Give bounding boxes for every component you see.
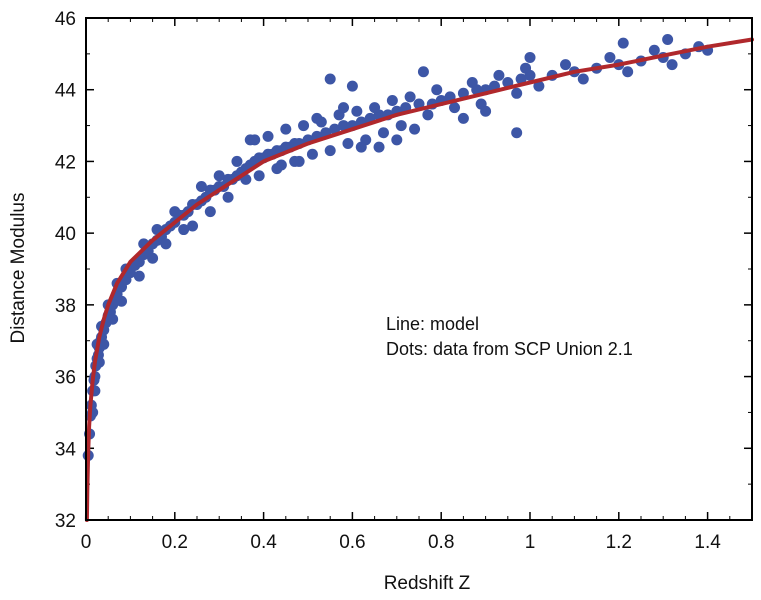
data-point (280, 123, 292, 135)
data-point (329, 123, 341, 135)
data-point (377, 127, 389, 139)
data-point (195, 181, 207, 193)
data-point (422, 109, 434, 121)
data-point (511, 87, 523, 99)
x-tick-label: 0.8 (428, 532, 454, 553)
data-point (391, 134, 403, 146)
data-points (82, 34, 714, 461)
y-axis-ticks: 32 34 36 38 40 42 44 46 (55, 9, 752, 532)
data-point (520, 62, 532, 74)
x-tick-label: 1.4 (694, 532, 721, 553)
x-tick-label: 0 (81, 532, 92, 553)
data-point (369, 102, 381, 114)
x-tick-label: 0.6 (339, 532, 365, 553)
data-point (346, 80, 358, 92)
data-point (355, 141, 367, 153)
data-point (338, 102, 350, 114)
data-point (480, 105, 492, 117)
data-point (231, 155, 243, 167)
data-point (262, 130, 274, 142)
data-point (604, 51, 616, 63)
data-point (666, 59, 678, 71)
data-point (116, 295, 128, 307)
data-point (404, 91, 416, 103)
data-point (511, 127, 523, 139)
data-point (648, 44, 660, 56)
data-point (515, 73, 527, 85)
data-point (306, 148, 318, 160)
data-point (324, 73, 336, 85)
data-point (449, 102, 461, 114)
data-point (204, 206, 216, 218)
annotation-line: Line: model (386, 314, 479, 334)
data-point (524, 51, 536, 63)
data-point (298, 120, 310, 132)
data-point (342, 138, 354, 149)
data-point (338, 120, 350, 132)
data-point (222, 191, 234, 203)
data-point (253, 170, 265, 182)
data-point (213, 170, 225, 182)
data-point (249, 134, 261, 146)
data-point (311, 112, 323, 124)
data-point (373, 141, 385, 153)
y-tick-label: 42 (55, 152, 76, 173)
data-point (187, 220, 199, 232)
y-axis-title: Distance Modulus (8, 192, 29, 343)
x-tick-label: 0.2 (162, 532, 188, 553)
x-tick-label: 1 (525, 532, 536, 553)
data-point (560, 59, 572, 71)
data-point (457, 112, 469, 124)
y-tick-label: 38 (55, 296, 76, 317)
y-tick-label: 46 (55, 9, 76, 30)
data-point (160, 238, 172, 250)
x-tick-label: 0.4 (250, 532, 277, 553)
x-axis-ticks: 0 0.2 0.4 0.6 0.8 1 1.2 1.4 (81, 18, 753, 553)
data-point (133, 270, 145, 282)
data-point (351, 105, 363, 117)
x-axis-title: Redshift Z (384, 573, 471, 594)
data-point (275, 159, 287, 171)
data-point (324, 145, 336, 157)
data-point (409, 123, 421, 135)
data-point (466, 77, 478, 89)
x-tick-label: 1.2 (606, 532, 632, 553)
annotation-dots: Dots: data from SCP Union 2.1 (386, 339, 633, 359)
data-point (293, 155, 305, 167)
data-point (169, 206, 181, 218)
data-point (107, 313, 119, 325)
data-point (417, 66, 429, 78)
data-point (622, 66, 634, 78)
y-tick-label: 36 (55, 368, 76, 389)
data-point (493, 69, 505, 81)
data-point (431, 84, 443, 96)
data-point (147, 252, 159, 264)
model-line (84, 37, 754, 522)
plot-frame (85, 17, 753, 521)
y-tick-label: 32 (55, 511, 76, 532)
data-point (178, 224, 190, 236)
data-point (617, 37, 629, 49)
data-point (395, 120, 407, 132)
y-tick-label: 44 (55, 81, 77, 102)
data-point (533, 80, 545, 92)
data-point (386, 94, 398, 106)
y-tick-label: 40 (55, 224, 76, 245)
data-point (577, 73, 589, 85)
y-tick-label: 34 (55, 439, 77, 460)
data-point (662, 34, 674, 46)
